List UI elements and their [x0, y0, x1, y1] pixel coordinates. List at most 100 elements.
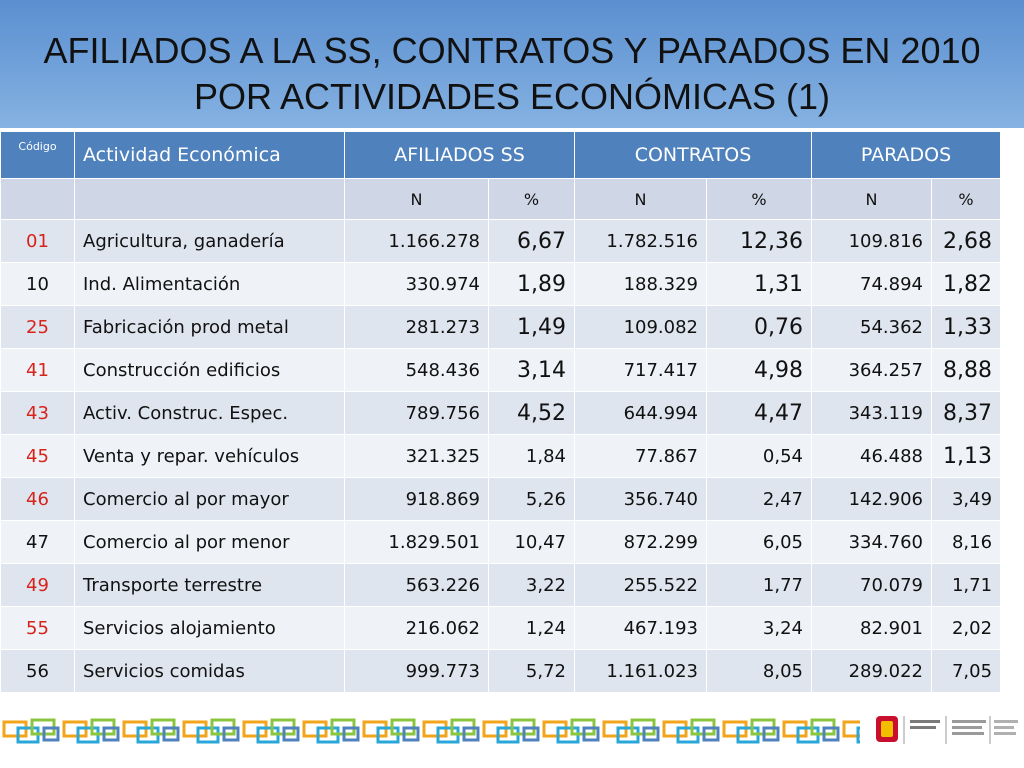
contratos-n: 644.994 — [574, 391, 707, 435]
slide-title: AFILIADOS A LA SS, CONTRATOS Y PARADOS E… — [43, 30, 981, 117]
decorative-chain-border — [0, 712, 860, 752]
afiliados-n: 1.166.278 — [344, 219, 489, 263]
row-code: 49 — [0, 563, 75, 607]
row-activity: Fabricación prod metal — [74, 305, 345, 349]
subheader-pct: % — [706, 178, 812, 220]
parados-n: 364.257 — [811, 348, 932, 392]
parados-pct: 1,13 — [930, 434, 1002, 478]
afiliados-n: 789.756 — [344, 391, 489, 435]
parados-pct: 3,49 — [930, 477, 1002, 521]
row-code: 56 — [0, 649, 75, 693]
row-activity: Transporte terrestre — [74, 563, 345, 607]
row-activity: Ind. Alimentación — [74, 262, 345, 306]
parados-pct: 2,02 — [930, 606, 1002, 650]
parados-n: 70.079 — [811, 563, 932, 607]
contratos-n: 109.082 — [574, 305, 707, 349]
row-code: 55 — [0, 606, 75, 650]
afiliados-n: 1.829.501 — [344, 520, 489, 564]
government-logo — [872, 712, 1022, 748]
table-row: 43 Activ. Construc. Espec. 789.756 4,52 … — [0, 391, 1002, 435]
afiliados-pct: 1,49 — [488, 305, 575, 349]
header-row: Código Actividad Económica AFILIADOS SS … — [0, 131, 1002, 179]
afiliados-pct: 4,52 — [488, 391, 575, 435]
table-row: 01 Agricultura, ganadería 1.166.278 6,67… — [0, 219, 1002, 263]
header-contratos: CONTRATOS — [574, 131, 812, 179]
data-table: Código Actividad Económica AFILIADOS SS … — [0, 131, 1002, 693]
table-row: 41 Construcción edificios 548.436 3,14 7… — [0, 348, 1002, 392]
header-afiliados: AFILIADOS SS — [344, 131, 575, 179]
table-row: 56 Servicios comidas 999.773 5,72 1.161.… — [0, 649, 1002, 693]
contratos-n: 77.867 — [574, 434, 707, 478]
afiliados-pct: 3,14 — [488, 348, 575, 392]
parados-n: 46.488 — [811, 434, 932, 478]
afiliados-n: 548.436 — [344, 348, 489, 392]
contratos-n: 356.740 — [574, 477, 707, 521]
contratos-n: 717.417 — [574, 348, 707, 392]
parados-n: 109.816 — [811, 219, 932, 263]
subheader-pct: % — [488, 178, 575, 220]
header-codigo: Código — [0, 131, 75, 179]
parados-pct: 1,33 — [930, 305, 1002, 349]
parados-pct: 2,68 — [930, 219, 1002, 263]
afiliados-n: 281.273 — [344, 305, 489, 349]
contratos-pct: 2,47 — [706, 477, 812, 521]
contratos-pct: 4,47 — [706, 391, 812, 435]
row-activity: Servicios comidas — [74, 649, 345, 693]
afiliados-pct: 5,72 — [488, 649, 575, 693]
row-code: 25 — [0, 305, 75, 349]
contratos-n: 188.329 — [574, 262, 707, 306]
row-code: 10 — [0, 262, 75, 306]
coat-of-arms-icon — [872, 712, 1022, 748]
afiliados-pct: 1,24 — [488, 606, 575, 650]
subheader-empty — [74, 178, 345, 220]
row-activity: Venta y repar. vehículos — [74, 434, 345, 478]
parados-pct: 8,88 — [930, 348, 1002, 392]
table-row: 47 Comercio al por menor 1.829.501 10,47… — [0, 520, 1002, 564]
row-activity: Comercio al por mayor — [74, 477, 345, 521]
contratos-n: 255.522 — [574, 563, 707, 607]
parados-pct: 8,16 — [930, 520, 1002, 564]
subheader-n: N — [574, 178, 707, 220]
parados-pct: 7,05 — [930, 649, 1002, 693]
subheader-n: N — [811, 178, 932, 220]
row-code: 46 — [0, 477, 75, 521]
header-parados: PARADOS — [810, 131, 1002, 179]
afiliados-pct: 1,89 — [488, 262, 575, 306]
contratos-n: 467.193 — [574, 606, 707, 650]
parados-n: 334.760 — [811, 520, 932, 564]
parados-pct: 1,82 — [930, 262, 1002, 306]
row-code: 01 — [0, 219, 75, 263]
afiliados-pct: 6,67 — [488, 219, 575, 263]
contratos-n: 872.299 — [574, 520, 707, 564]
parados-pct: 1,71 — [930, 563, 1002, 607]
contratos-pct: 12,36 — [706, 219, 812, 263]
parados-n: 343.119 — [811, 391, 932, 435]
afiliados-n: 918.869 — [344, 477, 489, 521]
parados-pct: 8,37 — [930, 391, 1002, 435]
row-code: 45 — [0, 434, 75, 478]
afiliados-n: 216.062 — [344, 606, 489, 650]
contratos-n: 1.161.023 — [574, 649, 707, 693]
row-code: 43 — [0, 391, 75, 435]
afiliados-pct: 3,22 — [488, 563, 575, 607]
subheader-n: N — [344, 178, 489, 220]
row-code: 41 — [0, 348, 75, 392]
title-band — [0, 0, 1024, 128]
afiliados-n: 321.325 — [344, 434, 489, 478]
table-row: 49 Transporte terrestre 563.226 3,22 255… — [0, 563, 1002, 607]
parados-n: 289.022 — [811, 649, 932, 693]
afiliados-pct: 10,47 — [488, 520, 575, 564]
contratos-pct: 1,77 — [706, 563, 812, 607]
subheader-row: N % N % N % — [0, 178, 1002, 220]
row-activity: Servicios alojamiento — [74, 606, 345, 650]
row-activity: Comercio al por menor — [74, 520, 345, 564]
afiliados-n: 563.226 — [344, 563, 489, 607]
table-row: 55 Servicios alojamiento 216.062 1,24 46… — [0, 606, 1002, 650]
row-code: 47 — [0, 520, 75, 564]
afiliados-pct: 1,84 — [488, 434, 575, 478]
contratos-pct: 8,05 — [706, 649, 812, 693]
contratos-pct: 0,54 — [706, 434, 812, 478]
header-actividad: Actividad Económica — [74, 131, 345, 179]
afiliados-n: 330.974 — [344, 262, 489, 306]
contratos-pct: 1,31 — [706, 262, 812, 306]
